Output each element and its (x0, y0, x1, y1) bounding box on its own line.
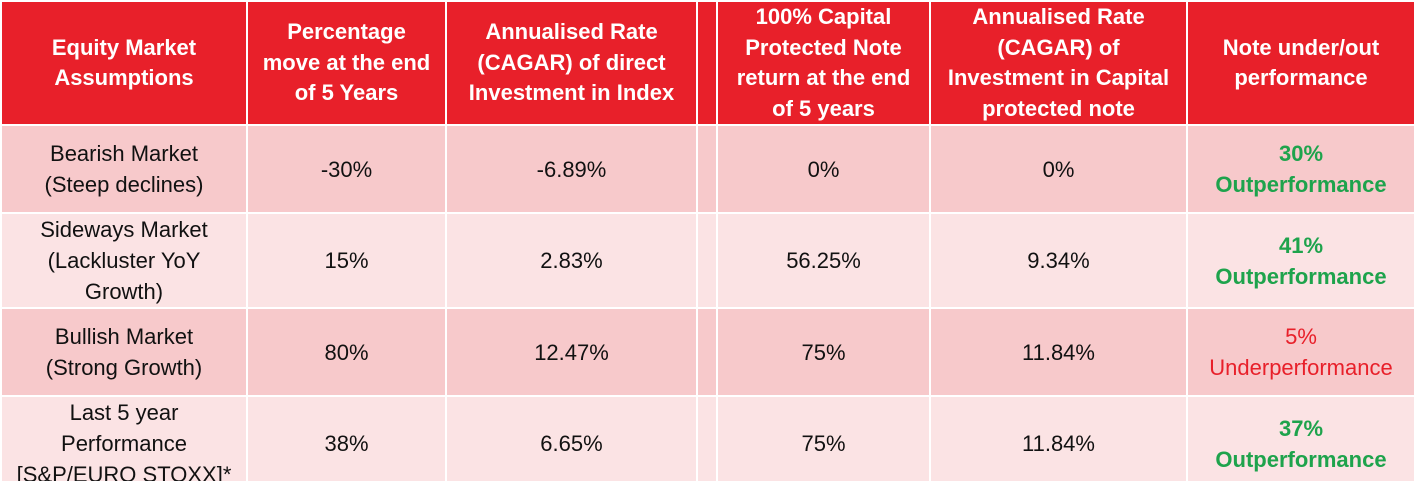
cell-line: 5% (1285, 324, 1317, 349)
value-cell: 15% (246, 212, 447, 309)
value-cell: 80% (246, 307, 447, 397)
cell-line: Percentage (287, 19, 406, 45)
value-cell: 38% (246, 395, 447, 481)
result-cell: 41% Outperformance (1186, 212, 1414, 309)
cell-line: Protected Note (745, 34, 902, 60)
header-cell: Annualised Rate (CAGAR) of direct Investme… (445, 0, 698, 126)
cell-line: Sideways Market (40, 217, 208, 242)
cell-line: 41% (1278, 232, 1324, 258)
value-cell: 9.34% (929, 212, 1188, 309)
cell-line: Performance (61, 431, 187, 456)
value-cell: 6.65% (445, 395, 698, 481)
cell-line: (Lackluster YoY (47, 248, 201, 273)
value-cell: 0% (716, 124, 931, 214)
cell-line: move at the end (262, 49, 431, 75)
gap-cell (696, 212, 718, 309)
cell-line: (CAGAR) of (997, 34, 1120, 60)
cell-line: 30% (1278, 141, 1324, 166)
header-cell: Note under/out performance (1186, 0, 1414, 126)
result-cell: 5% Underperformance (1186, 307, 1414, 397)
body-row: Last 5 year Performance [S&P/EURO STOXX]* 3… (0, 395, 1414, 481)
header-cell: Percentage move at the end of 5 Years (246, 0, 447, 126)
value-cell: -6.89% (445, 124, 698, 214)
scenario-cell: Bearish Market (Steep declines) (0, 124, 248, 214)
header-cell: Equity Market Assumptions (0, 0, 248, 126)
cell-line: (Strong Growth) (45, 355, 203, 380)
cell-line: Assumptions (54, 65, 194, 90)
cell-line: return at the end (736, 65, 911, 90)
gap-cell (696, 0, 718, 126)
cell-line: Investment in Index (468, 80, 675, 106)
gap-cell (696, 124, 718, 214)
cell-line: Outperformance (1215, 172, 1387, 197)
header-row: Equity Market Assumptions Percentage move … (0, 0, 1414, 126)
cell-line: Investment in Capital (947, 65, 1170, 90)
cell-line: protected note (982, 95, 1135, 121)
cell-line: Note under/out (1222, 34, 1380, 60)
value-cell: 0% (929, 124, 1188, 214)
gap-cell (696, 307, 718, 397)
cell-line: Bullish Market (54, 324, 194, 349)
cell-line: (CAGAR) of direct (477, 49, 666, 75)
value-cell: 11.84% (929, 307, 1188, 397)
cell-line: [S&P/EURO STOXX]* (16, 462, 232, 481)
cell-line: Outperformance (1215, 446, 1387, 472)
cell-line: Annualised Rate (485, 19, 658, 45)
gap-cell (696, 395, 718, 481)
body-row: Sideways Market (Lackluster YoY Growth) 15%… (0, 212, 1414, 309)
cell-line: Last 5 year (69, 400, 179, 425)
value-cell: -30% (246, 124, 447, 214)
scenario-cell: Last 5 year Performance [S&P/EURO STOXX]* (0, 395, 248, 481)
header-cell: Annualised Rate (CAGAR) of Investment in C… (929, 0, 1188, 126)
cell-line: Bearish Market (50, 141, 198, 166)
scenario-cell: Bullish Market (Strong Growth) (0, 307, 248, 397)
cell-line: of 5 Years (294, 80, 399, 106)
value-cell: 75% (716, 395, 931, 481)
scenario-cell: Sideways Market (Lackluster YoY Growth) (0, 212, 248, 309)
cell-line: Equity Market (51, 34, 197, 60)
cell-line: Annualised Rate (972, 4, 1145, 29)
cell-line: 37% (1278, 415, 1324, 441)
value-cell: 2.83% (445, 212, 698, 309)
value-cell: 12.47% (445, 307, 698, 397)
cell-line: 100% Capital (755, 4, 892, 29)
cell-line: performance (1234, 65, 1368, 90)
body-row: Bearish Market (Steep declines) -30% -6.89%… (0, 124, 1414, 214)
body-row: Bullish Market (Strong Growth) 80% 12.47% 75… (0, 307, 1414, 397)
value-cell: 75% (716, 307, 931, 397)
header-cell: 100% Capital Protected Note return at the … (716, 0, 931, 126)
cell-line: of 5 years (772, 95, 875, 121)
cell-line: Growth) (84, 279, 164, 304)
result-cell: 37% Outperformance (1186, 395, 1414, 481)
value-cell: 11.84% (929, 395, 1188, 481)
cell-line: Underperformance (1209, 355, 1393, 380)
value-cell: 56.25% (716, 212, 931, 309)
cell-line: Outperformance (1215, 263, 1387, 289)
result-cell: 30% Outperformance (1186, 124, 1414, 214)
cell-line: (Steep declines) (44, 172, 204, 197)
